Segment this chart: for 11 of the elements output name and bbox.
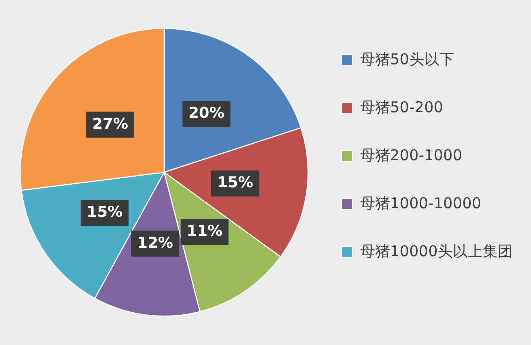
data-label: 11%: [186, 222, 223, 240]
data-label: 15%: [218, 174, 254, 192]
legend-label: 母猪1000-10000: [360, 194, 482, 212]
data-label: 20%: [188, 104, 225, 122]
legend-label: 母猪50头以下: [360, 50, 454, 68]
legend-label: 母猪200-1000: [360, 146, 462, 164]
data-label: 27%: [92, 114, 128, 133]
legend-label: 母猪10000头以上集团: [360, 242, 513, 260]
data-label: 12%: [137, 234, 174, 252]
data-label: 15%: [86, 202, 123, 221]
legend-label: 母猪50-200: [360, 98, 444, 116]
